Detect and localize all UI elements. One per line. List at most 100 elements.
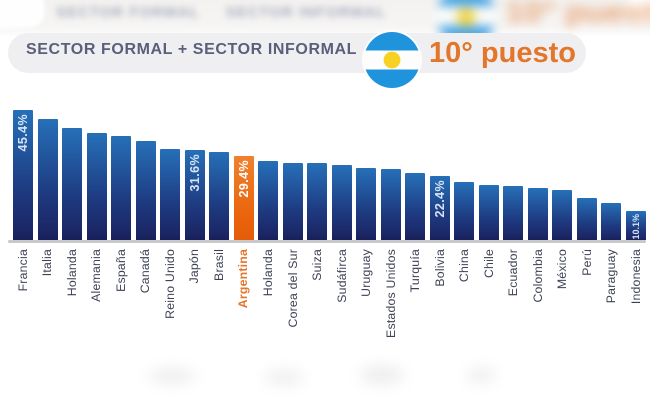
bar [478, 185, 499, 240]
category-label-cell: España [111, 249, 131, 369]
category-label-cell: Turquía [405, 249, 425, 369]
category-label: Chile [481, 249, 496, 279]
bar-value-label: 31.6% [187, 153, 202, 191]
category-label-cell: Ecuador [503, 249, 523, 369]
category-label: Suiza [310, 249, 325, 281]
bar [503, 185, 524, 240]
ghost-card-corner-right [628, 0, 650, 22]
chart-title: SECTOR FORMAL + SECTOR INFORMAL [26, 41, 358, 58]
category-label: Reino Unido [162, 249, 177, 319]
category-label: Paraguay [604, 249, 619, 304]
bar [380, 169, 401, 240]
category-label-cell: Uruguay [356, 249, 376, 369]
category-label-cell: Reino Unido [160, 249, 180, 369]
blur-smudge [466, 368, 496, 383]
category-label-cell: Francia [13, 249, 33, 369]
category-label: Sudáfirca [334, 249, 349, 303]
blur-smudge [360, 365, 404, 385]
bar [331, 165, 352, 240]
category-label: Indonesia [628, 249, 643, 305]
category-label-cell: Bolivia [430, 249, 450, 369]
x-axis-line [8, 240, 646, 243]
category-label: Argentina [236, 249, 251, 309]
category-label-cell: Indonesia [626, 249, 646, 369]
category-label: China [457, 249, 472, 283]
bar [576, 197, 597, 240]
bar: 22.4% [429, 175, 450, 240]
category-label-cell: Japón [185, 249, 205, 369]
category-label-cell: Brasil [209, 249, 229, 369]
blur-smudge [264, 370, 304, 385]
category-label: Turquía [408, 249, 423, 293]
category-label: Japón [187, 249, 202, 284]
category-label: Italia [40, 249, 55, 277]
ghost-header-title: SECTOR FORMAL SECTOR INFORMAL [56, 4, 396, 21]
bar: 45.4% [13, 110, 33, 240]
bar [601, 203, 622, 240]
category-label: Bolivia [432, 249, 447, 287]
ghost-rank-label: 10° puesto [505, 0, 650, 29]
bar [405, 173, 426, 240]
category-label: México [555, 249, 570, 290]
bar [135, 140, 156, 240]
category-label-cell: Canadá [136, 249, 156, 369]
bar [307, 163, 328, 240]
bar-chart: 45.4% 31.6% 29.4% 22.4% 10.1% [13, 100, 646, 240]
category-label: Uruguay [359, 249, 374, 297]
bar [62, 128, 83, 240]
bar [111, 136, 132, 240]
bar [454, 181, 475, 240]
category-label: Holanda [64, 249, 79, 297]
category-label-cell: Holanda [258, 249, 278, 369]
bar [282, 163, 303, 240]
bar [552, 189, 573, 240]
category-label-cell: Corea del Sur [283, 249, 303, 369]
bar-highlight-argentina: 29.4% [233, 155, 254, 240]
category-label: Canadá [138, 249, 153, 294]
category-label-cell: Italia [38, 249, 58, 369]
category-label-cell: Holanda [62, 249, 82, 369]
bar [86, 132, 107, 240]
bar [209, 152, 230, 240]
category-label: Alemania [89, 249, 104, 302]
header-pill [8, 33, 586, 73]
bar [527, 187, 548, 240]
bar: 10.1% [625, 211, 646, 240]
category-labels: Francia Italia Holanda Alemania España Canadá… [13, 249, 646, 369]
ghost-title-part2: SECTOR INFORMAL [225, 4, 387, 21]
category-label: Estados Unidos [383, 249, 398, 338]
bar [356, 168, 377, 240]
bar-value-label: 45.4% [16, 114, 30, 152]
category-label: Brasil [211, 249, 226, 281]
argentina-flag-icon [364, 32, 420, 88]
category-label-cell: China [454, 249, 474, 369]
category-label: Ecuador [506, 249, 521, 297]
category-label: Holanda [261, 249, 275, 297]
category-label-cell: Colombia [528, 249, 548, 369]
bar: 31.6% [184, 149, 205, 240]
category-label: Perú [579, 249, 594, 276]
category-label-cell: Argentina [234, 249, 254, 369]
category-label-cell: México [552, 249, 572, 369]
bar [160, 148, 181, 240]
category-label-cell: Perú [577, 249, 597, 369]
category-label-cell: Sudáfirca [332, 249, 352, 369]
category-label-cell: Suiza [307, 249, 327, 369]
category-label-cell: Chile [479, 249, 499, 369]
category-label-cell: Estados Unidos [381, 249, 401, 369]
top-background-strip [0, 0, 650, 38]
category-label: Francia [15, 249, 30, 292]
bar-value-label: 10.1% [630, 214, 641, 240]
bar [37, 118, 58, 240]
bar [258, 161, 279, 240]
ghost-title-part1: SECTOR FORMAL [56, 4, 200, 21]
category-label: España [113, 249, 128, 292]
category-label-cell: Paraguay [601, 249, 621, 369]
bar-value-label: 22.4% [432, 179, 447, 218]
category-label: Colombia [530, 249, 545, 303]
blur-smudge [148, 368, 196, 384]
rank-badge: 10° puesto [429, 37, 576, 69]
bar-value-label: 29.4% [236, 159, 251, 198]
category-label-cell: Alemania [87, 249, 107, 369]
